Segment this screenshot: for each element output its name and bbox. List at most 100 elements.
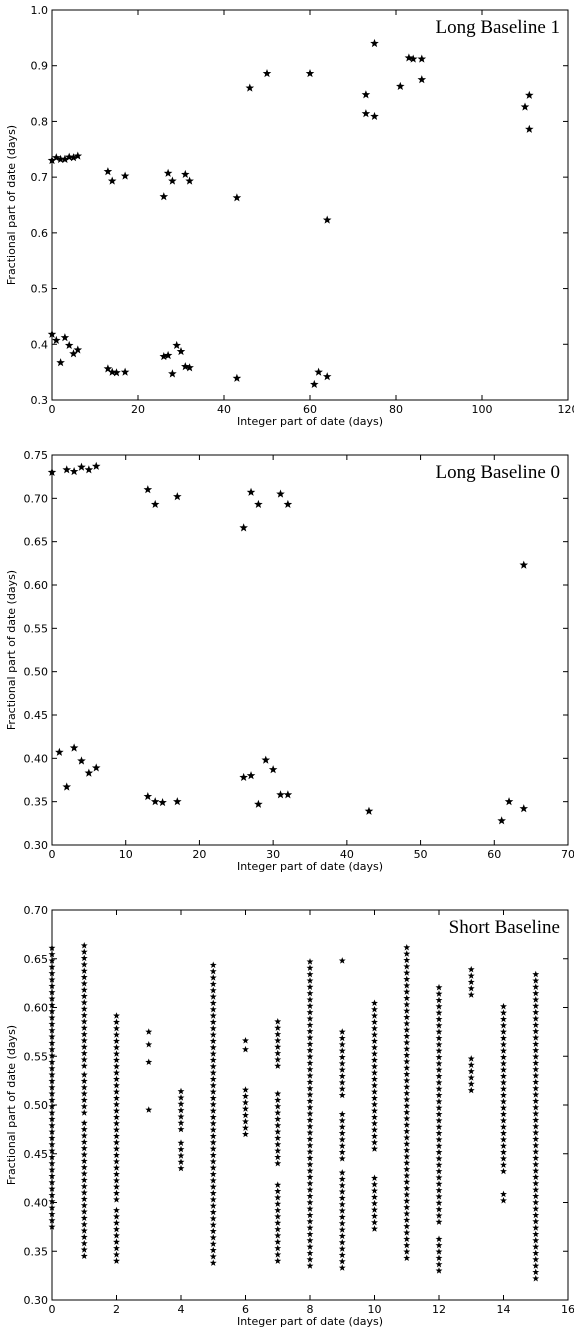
data-point <box>209 1107 217 1114</box>
data-point <box>435 1034 443 1042</box>
data-point <box>62 465 72 474</box>
data-point <box>338 1085 346 1092</box>
data-point <box>338 1213 346 1221</box>
data-point <box>396 81 405 90</box>
data-point <box>371 1199 378 1207</box>
data-point <box>48 1185 56 1192</box>
data-point <box>338 1257 346 1265</box>
data-point <box>113 1251 120 1258</box>
data-point <box>532 1129 540 1136</box>
data-point <box>404 53 414 62</box>
data-point <box>232 373 242 382</box>
data-point <box>435 983 443 991</box>
data-point <box>239 772 248 782</box>
data-point <box>145 1106 153 1113</box>
x-tick-label: 6 <box>242 1303 249 1316</box>
data-point <box>48 1007 56 1015</box>
data-point <box>113 1232 120 1239</box>
data-point <box>532 1103 540 1111</box>
data-point <box>306 1135 314 1143</box>
data-point <box>80 986 88 993</box>
data-point <box>80 1090 88 1097</box>
data-point <box>209 993 217 1000</box>
y-tick-label: 0.40 <box>24 1197 49 1210</box>
data-point <box>274 1134 282 1142</box>
data-point <box>371 1212 378 1220</box>
data-point <box>532 1002 540 1009</box>
data-point <box>80 1062 88 1069</box>
data-point <box>403 1184 411 1192</box>
data-point <box>467 965 475 973</box>
data-point <box>246 487 256 496</box>
data-point <box>532 977 540 984</box>
data-point <box>120 171 130 180</box>
data-point <box>310 379 319 389</box>
data-point <box>113 1213 120 1220</box>
data-point <box>500 1097 507 1105</box>
data-point <box>113 1081 120 1089</box>
data-point <box>77 756 86 765</box>
y-tick-label: 0.35 <box>24 796 49 809</box>
x-tick-label: 0 <box>49 403 56 416</box>
x-tick-label: 8 <box>307 1303 314 1316</box>
data-point <box>408 54 418 63</box>
data-point <box>274 1090 282 1097</box>
data-point <box>306 1129 314 1136</box>
data-point <box>519 560 529 569</box>
data-point <box>60 333 70 342</box>
data-point <box>532 1110 540 1117</box>
chart-panel-lb1: 0 20 40 60 80 100 120 0.3 0.4 0.5 0.6 0.7 0.8 0.9 1.0 I… <box>5 4 574 428</box>
data-point <box>245 83 255 92</box>
data-point <box>209 1119 217 1127</box>
data-point <box>403 1007 411 1014</box>
data-point <box>435 1117 443 1124</box>
y-axis-label: Fractional part of date (days) <box>5 125 18 285</box>
data-point <box>435 1148 443 1156</box>
data-point <box>371 1206 378 1213</box>
data-point <box>80 1195 88 1202</box>
data-point <box>173 492 182 501</box>
data-point <box>48 1109 56 1116</box>
data-point <box>435 1142 443 1149</box>
data-point <box>403 1134 411 1141</box>
data-point <box>338 1028 346 1035</box>
data-point <box>62 782 72 791</box>
data-point <box>403 1013 411 1021</box>
data-point <box>209 1012 217 1019</box>
data-point <box>338 1142 346 1149</box>
data-point <box>371 1100 378 1108</box>
data-point <box>274 1200 282 1207</box>
y-tick-label: 1.0 <box>31 4 49 17</box>
data-point <box>113 1132 120 1140</box>
data-point <box>435 1015 443 1023</box>
data-point <box>48 1083 56 1091</box>
data-point <box>80 1125 88 1133</box>
data-point <box>274 1238 282 1245</box>
data-point <box>403 1077 411 1084</box>
data-point <box>403 1127 411 1135</box>
data-point <box>172 340 181 350</box>
data-point <box>48 1166 56 1173</box>
data-point <box>403 1254 411 1261</box>
data-point <box>80 1030 88 1038</box>
data-point <box>532 1236 540 1244</box>
data-point <box>69 153 78 162</box>
data-point <box>80 1024 88 1031</box>
data-point <box>306 1122 314 1130</box>
data-point <box>113 1157 120 1165</box>
data-point <box>435 1180 443 1187</box>
data-point <box>274 1115 282 1123</box>
data-point <box>80 1214 88 1222</box>
data-point <box>504 797 514 806</box>
data-point <box>209 1189 217 1197</box>
data-point <box>500 1136 507 1143</box>
data-point <box>242 1045 249 1053</box>
data-point <box>306 1217 314 1225</box>
data-marks <box>48 941 540 1282</box>
data-point <box>403 1241 411 1249</box>
data-point <box>532 1046 540 1054</box>
data-point <box>274 1121 282 1129</box>
data-point <box>209 1069 217 1076</box>
data-point <box>242 1098 249 1106</box>
data-point <box>209 986 217 994</box>
